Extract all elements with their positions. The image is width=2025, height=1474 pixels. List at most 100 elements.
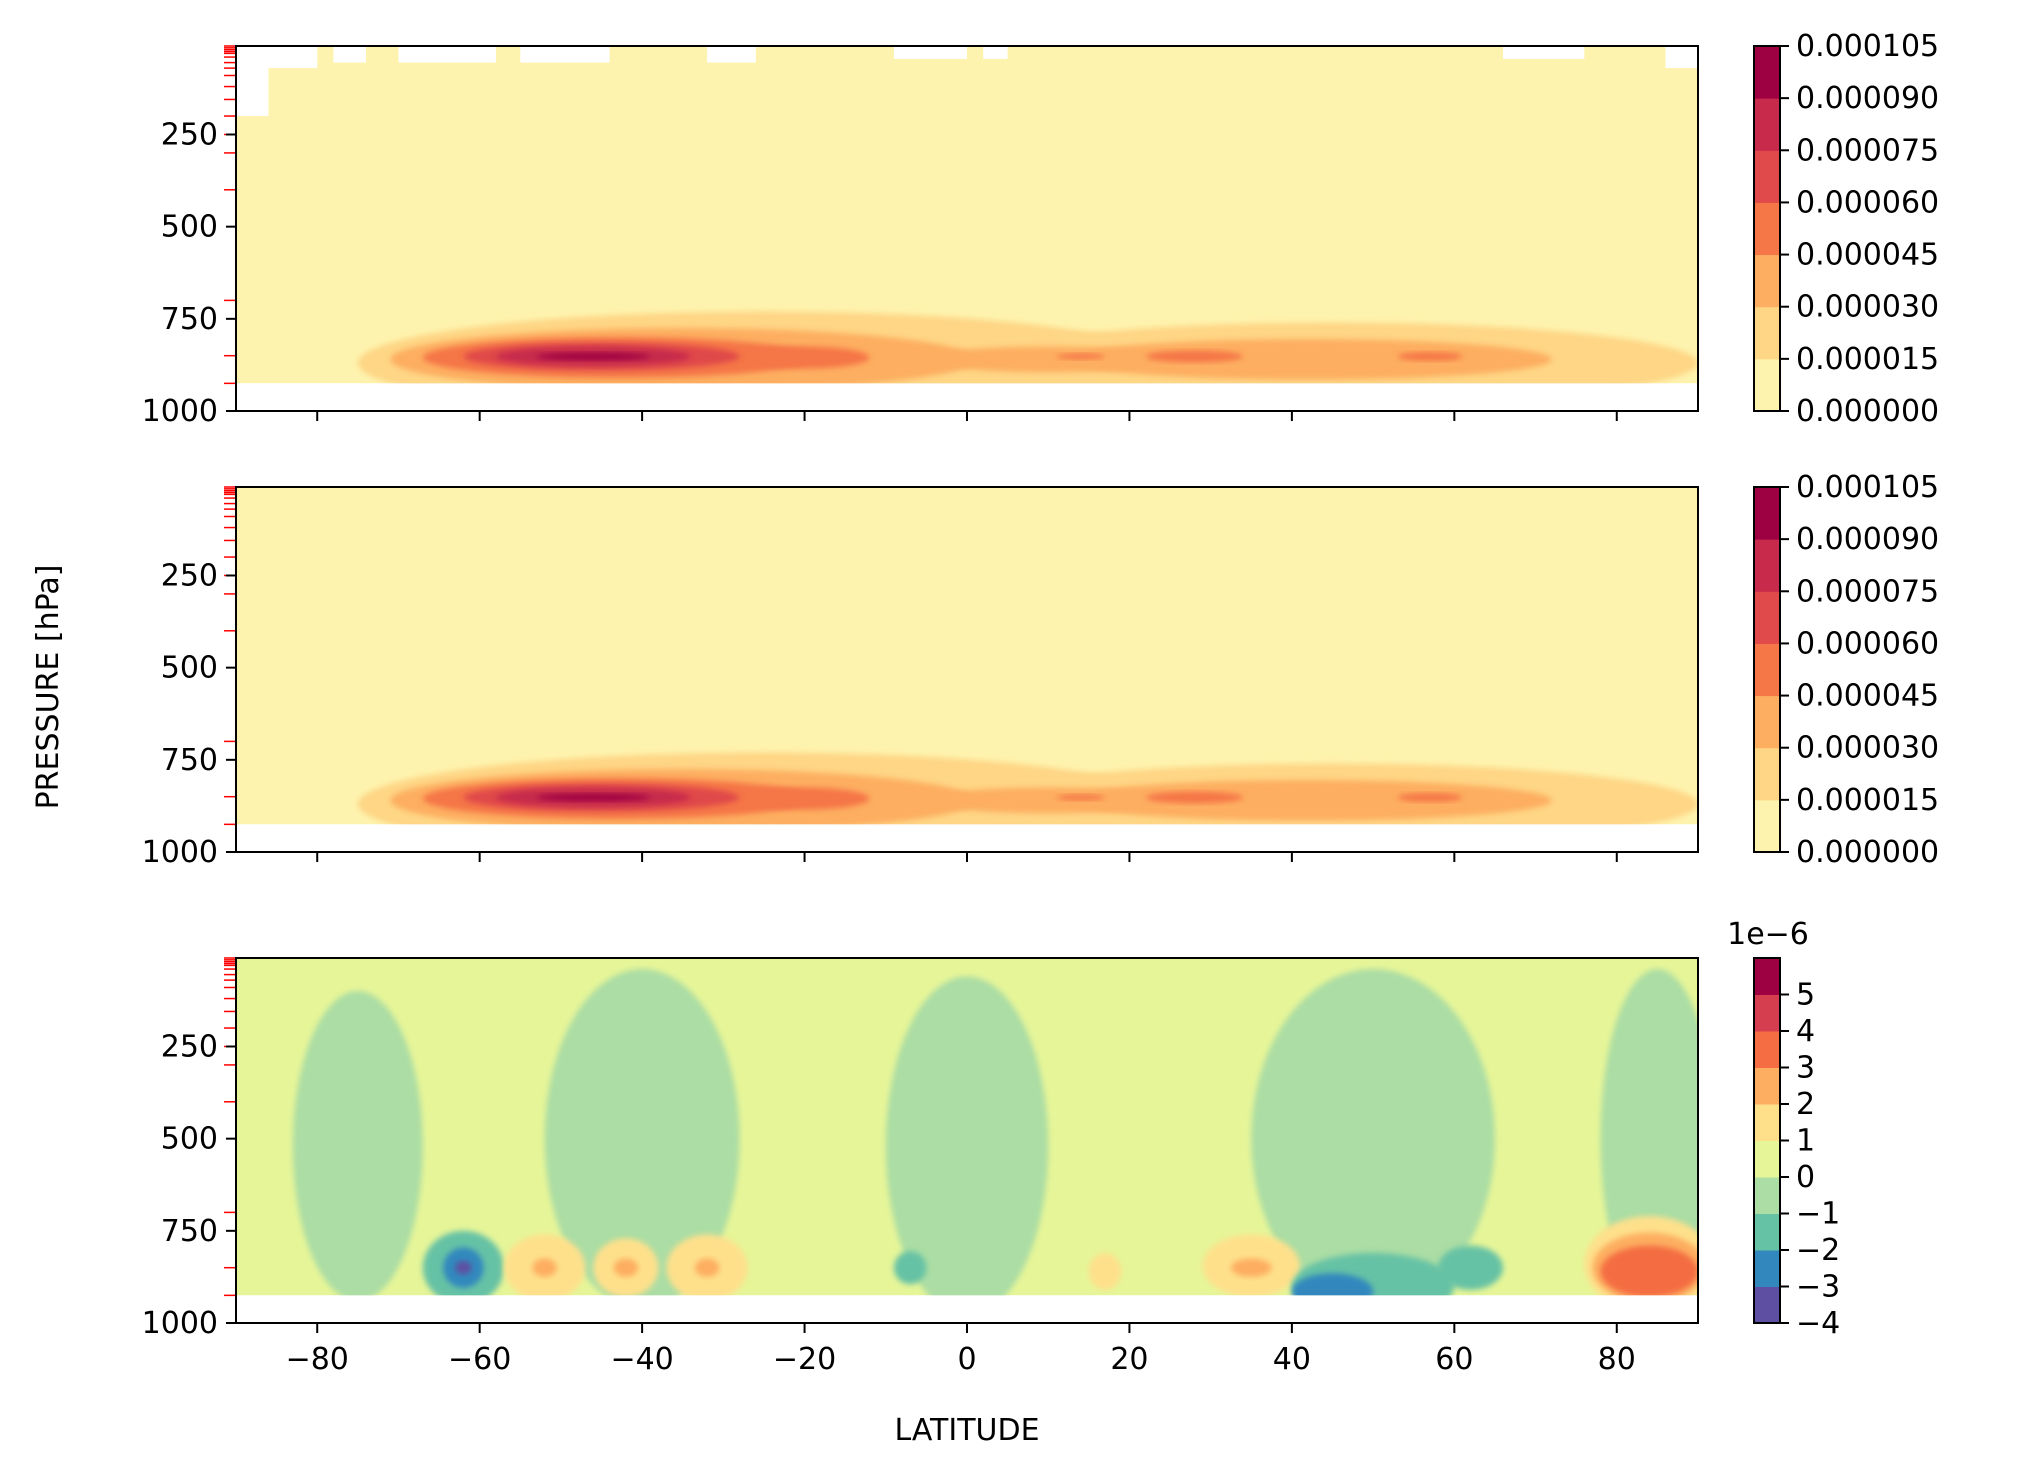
colorbar-segment <box>1754 1213 1780 1251</box>
colorbar-tick-label: 0.000105 <box>1796 29 1939 64</box>
colorbar-tick-label: −1 <box>1796 1197 1840 1232</box>
missing-data-region <box>333 46 366 63</box>
contour-region <box>1251 969 1495 1309</box>
colorbar-segment <box>1754 539 1780 592</box>
colorbar-segment <box>1754 1250 1780 1287</box>
x-tick-label: −60 <box>448 1342 511 1377</box>
colorbar-segment <box>1754 747 1780 801</box>
y-tick-label: 750 <box>161 1214 218 1249</box>
model-level-ticks-middle <box>224 486 236 826</box>
y-tick-label: 1000 <box>142 1306 218 1341</box>
model-level-ticks-bottom <box>224 957 236 1297</box>
colorbar-segment <box>1754 487 1780 540</box>
below-surface-region <box>236 824 1698 852</box>
contour-region <box>1397 352 1463 361</box>
colorbar-segment <box>1754 1177 1780 1214</box>
contour-region <box>1600 1245 1698 1298</box>
colorbar-segment <box>1754 958 1780 995</box>
colorbar-tick-label: −2 <box>1796 1233 1840 1268</box>
contour-region <box>536 352 651 361</box>
contour-region <box>1145 350 1244 363</box>
contour-region <box>532 1258 557 1277</box>
colorbar-tick-label: 0.000060 <box>1796 626 1939 661</box>
colorbar-segment <box>1754 254 1780 308</box>
contour-plot-middle <box>236 487 1698 852</box>
missing-data-region <box>236 46 269 117</box>
missing-data-region <box>520 46 610 63</box>
colorbar-tick-label: 0.000030 <box>1796 290 1939 325</box>
colorbar-tick-label: −3 <box>1796 1270 1840 1305</box>
colorbar-tick-label: 0.000000 <box>1796 394 1939 429</box>
contour-region <box>1064 780 1552 821</box>
colorbar-tick-label: −4 <box>1796 1306 1840 1341</box>
colorbar-segment <box>1754 1104 1780 1141</box>
colorbar-segment <box>1754 591 1780 644</box>
colorbar-segment <box>1754 799 1780 853</box>
x-axis-ticks-middle <box>316 852 1618 862</box>
panel-top: 250 500 750 1000 0.000000 0.000015 0.000030 0.… <box>142 29 1940 429</box>
colorbar-segment <box>1754 1031 1780 1068</box>
colorbar-segment <box>1754 202 1780 256</box>
contour-region <box>292 991 423 1301</box>
colorbar-tick-label: 0.000045 <box>1796 238 1939 273</box>
colorbar-frame <box>1753 45 1781 412</box>
colorbar-segment <box>1754 695 1780 749</box>
colorbar-tick-label: 2 <box>1796 1087 1815 1122</box>
y-tick-label: 1000 <box>142 835 218 870</box>
colorbar-tick-label: 0.000030 <box>1796 731 1939 766</box>
x-tick-label: −40 <box>610 1342 673 1377</box>
missing-data-region <box>707 46 756 63</box>
colorbar-tick-label: 0.000060 <box>1796 185 1939 220</box>
missing-data-region <box>1665 46 1698 69</box>
colorbar-tick-label: 0.000090 <box>1796 81 1939 116</box>
missing-data-region <box>893 46 967 59</box>
x-tick-label: 20 <box>1110 1342 1148 1377</box>
contour-region <box>893 1251 927 1285</box>
contour-region <box>926 787 1171 814</box>
colorbar-frame <box>1753 486 1781 853</box>
x-tick-label: −80 <box>286 1342 349 1377</box>
colorbar-segment <box>1754 150 1780 203</box>
colorbar-tick-label: 0.000015 <box>1796 783 1939 818</box>
contour-region <box>544 969 740 1309</box>
y-axis-ticks-top: 250 500 750 1000 <box>142 117 236 429</box>
y-tick-label: 1000 <box>142 394 218 429</box>
contour-plot-top <box>236 46 1698 411</box>
contour-region <box>1056 794 1106 801</box>
colorbar-tick-label: 0.000015 <box>1796 342 1939 377</box>
y-tick-label: 500 <box>161 651 218 686</box>
model-level-ticks-top <box>224 45 236 385</box>
colorbar-segment <box>1754 994 1780 1032</box>
contour-region <box>1064 339 1552 380</box>
x-tick-label: 60 <box>1435 1342 1473 1377</box>
below-surface-region <box>236 383 1698 411</box>
y-tick-label: 500 <box>161 1122 218 1157</box>
axes-frame-bottom <box>235 957 1699 1324</box>
contour-region <box>1056 353 1106 360</box>
y-tick-label: 750 <box>161 743 218 778</box>
contour-region <box>1088 1252 1122 1290</box>
y-tick-label: 500 <box>161 210 218 245</box>
x-tick-label: −20 <box>773 1342 836 1377</box>
missing-data-region <box>983 46 1008 59</box>
x-tick-label: 40 <box>1273 1342 1311 1377</box>
y-tick-label: 250 <box>161 558 218 593</box>
y-axis-ticks-bottom: 250 500 750 1000 <box>142 1029 236 1341</box>
colorbar-tick-label: 0.000090 <box>1796 522 1939 557</box>
contour-region <box>1145 791 1244 804</box>
colorbar-tick-label: 0.000105 <box>1796 470 1939 505</box>
y-tick-label: 250 <box>161 117 218 152</box>
y-tick-label: 250 <box>161 1029 218 1064</box>
contour-region <box>613 1258 639 1277</box>
colorbar-tick-label: 3 <box>1796 1051 1815 1086</box>
missing-data-region <box>1503 46 1585 59</box>
colorbar-tick-label: 0.000045 <box>1796 679 1939 714</box>
contour-region <box>694 1258 720 1277</box>
x-axis-ticks-bottom: −80 −60 −40 −20 0 20 40 60 80 <box>286 1323 1636 1377</box>
contour-plot-bottom <box>236 958 1698 1323</box>
contour-region <box>1230 1258 1272 1277</box>
colorbar-segment <box>1754 643 1780 697</box>
y-tick-label: 750 <box>161 302 218 337</box>
